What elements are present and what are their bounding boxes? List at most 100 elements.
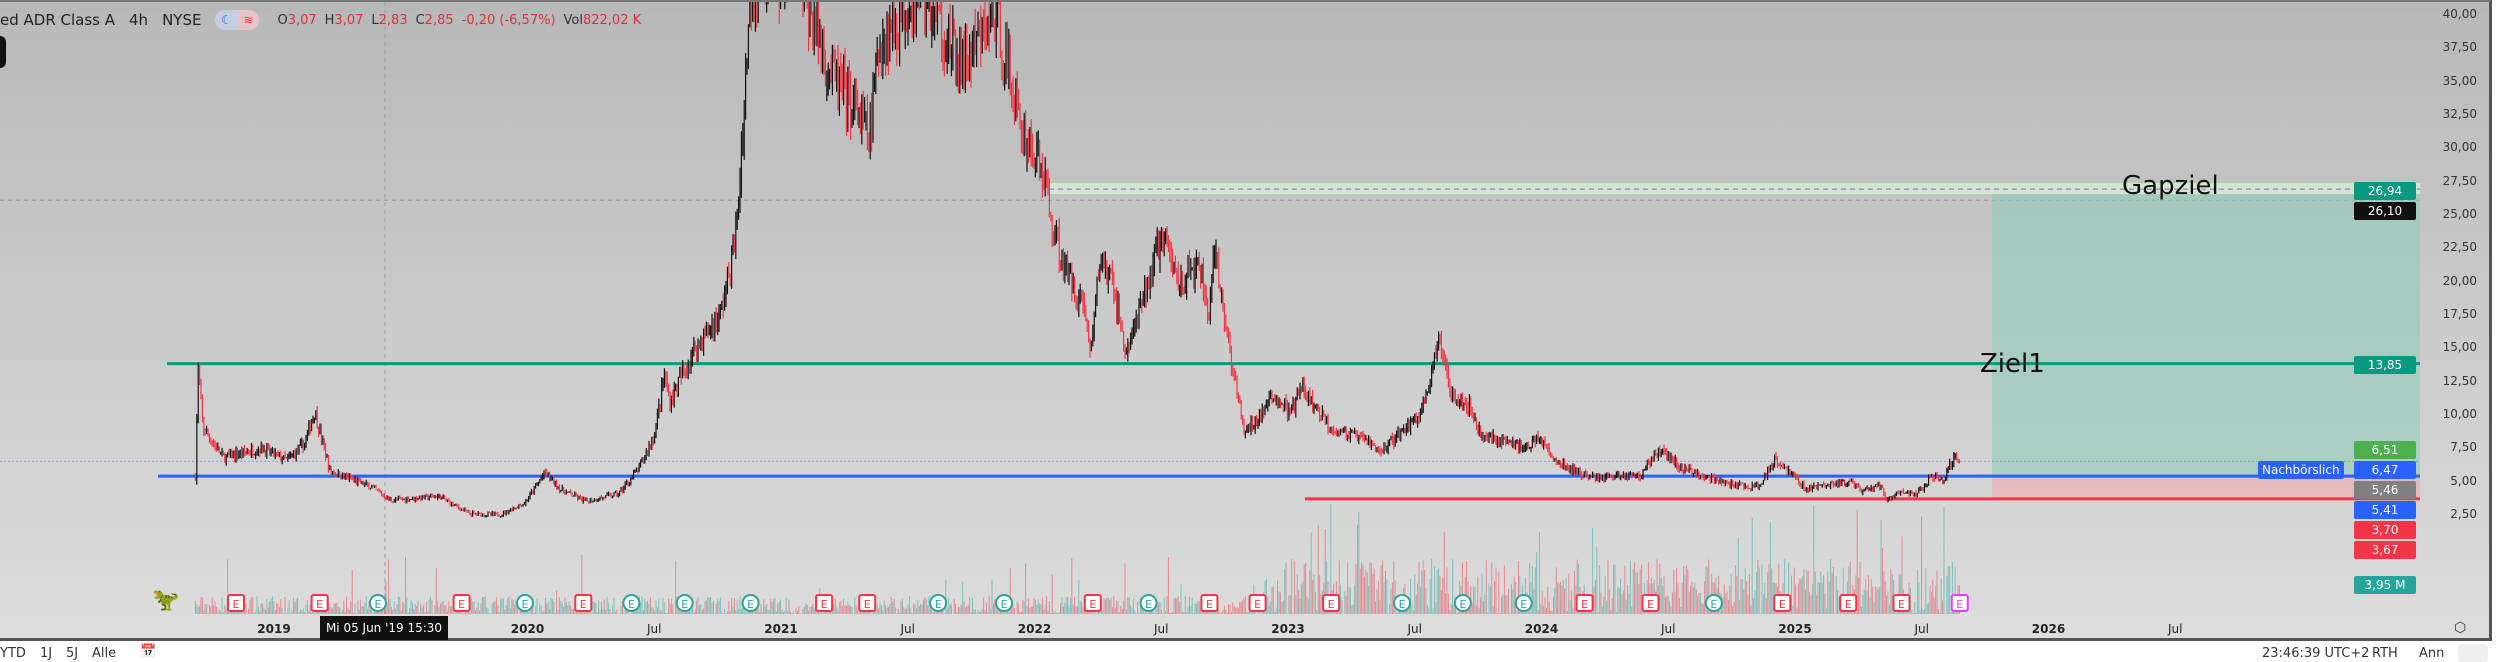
range-alle[interactable]: Alle xyxy=(92,646,117,661)
crosshair-date-label: Mi 05 Jun '19 15:30 xyxy=(320,616,448,640)
high-value: 3,07 xyxy=(334,12,364,28)
earnings-label: E xyxy=(864,598,871,611)
ohlc-low: L2,83 xyxy=(371,13,407,28)
earnings-marker[interactable]: E xyxy=(1248,594,1267,612)
range-1j[interactable]: 1J xyxy=(40,646,53,661)
earnings-label: E xyxy=(1399,598,1406,611)
volume-value: 822,02 K xyxy=(582,12,642,28)
settings-gear-icon[interactable]: ⬡ xyxy=(2454,620,2467,636)
earnings-marker[interactable]: E xyxy=(1575,594,1594,612)
time-tick: 2023 xyxy=(1271,622,1305,636)
earnings-marker[interactable]: E xyxy=(858,594,877,612)
earnings-label: E xyxy=(1710,598,1717,611)
earnings-label: E xyxy=(821,598,828,611)
earnings-label: E xyxy=(681,598,688,611)
time-tick: Jul xyxy=(1914,622,1929,636)
earnings-label: E xyxy=(1145,598,1152,611)
earnings-label: E xyxy=(1779,598,1786,611)
volume-label: Vol xyxy=(563,12,583,28)
clock[interactable]: 23:46:39 UTC+2 xyxy=(2262,646,2370,661)
moon-icon[interactable]: ☾ xyxy=(215,10,238,30)
price-tick: 35,00 xyxy=(2442,73,2477,88)
expand-button[interactable] xyxy=(2458,644,2488,662)
earnings-marker[interactable]: E xyxy=(1892,594,1911,612)
ohlc-high: H3,07 xyxy=(325,13,364,28)
calendar-icon[interactable]: 📅 xyxy=(140,644,157,659)
earnings-label: E xyxy=(521,598,528,611)
time-tick: 2026 xyxy=(2031,622,2066,636)
earnings-label: E xyxy=(1647,598,1654,611)
ohlc-close: C2,85 xyxy=(416,13,454,28)
adjust-button[interactable]: Ann xyxy=(2419,646,2445,661)
earnings-label: E xyxy=(1520,598,1527,611)
earnings-marker[interactable]: E xyxy=(1950,594,1969,612)
earnings-marker[interactable]: E xyxy=(368,594,387,612)
earnings-marker[interactable]: E xyxy=(1773,594,1792,612)
price-tag: 6,47 xyxy=(2354,461,2416,479)
chart-pane[interactable]: E E E E E E E E E E E E E E E E E E E E E E E E E E E E ed ADR Clas… xyxy=(0,0,2492,641)
range-5j[interactable]: 5J xyxy=(66,646,79,661)
earnings-marker[interactable]: E xyxy=(1083,594,1102,612)
dino-logo: 🦖 xyxy=(152,588,180,613)
price-tick: 2,50 xyxy=(2450,506,2477,521)
earnings-marker[interactable]: E xyxy=(226,594,245,612)
earnings-marker[interactable]: E xyxy=(1839,594,1858,612)
price-tick: 10,00 xyxy=(2442,406,2477,421)
earnings-marker[interactable]: E xyxy=(995,594,1014,612)
close-label: C xyxy=(415,12,425,28)
earnings-marker[interactable]: E xyxy=(515,594,534,612)
earnings-marker[interactable]: E xyxy=(1139,594,1158,612)
earnings-marker[interactable]: E xyxy=(574,594,593,612)
ziel1-label[interactable]: Ziel1 xyxy=(1980,348,2045,379)
earnings-marker[interactable]: E xyxy=(622,594,641,612)
earnings-marker[interactable]: E xyxy=(815,594,834,612)
earnings-label: E xyxy=(1581,598,1588,611)
range-ytd[interactable]: YTD xyxy=(0,646,26,661)
earnings-label: E xyxy=(1459,598,1466,611)
earnings-marker[interactable]: E xyxy=(741,594,760,612)
time-tick: Jul xyxy=(647,622,662,636)
after-hours-label: Nachbörslich xyxy=(2258,461,2344,479)
earnings-marker[interactable]: E xyxy=(452,594,471,612)
earnings-marker[interactable]: E xyxy=(1200,594,1219,612)
earnings-marker[interactable]: E xyxy=(1393,594,1412,612)
session-toggle[interactable]: ☾ ≋ xyxy=(215,10,260,30)
price-tag: 13,85 xyxy=(2354,356,2416,374)
ohlc-open: O3,07 xyxy=(277,13,316,28)
stop-zone xyxy=(1992,476,2420,499)
interval[interactable]: 4h xyxy=(129,11,149,29)
price-tick: 12,50 xyxy=(2442,373,2477,388)
earnings-marker[interactable]: E xyxy=(1704,594,1723,612)
symbol-name[interactable]: ed ADR Class A xyxy=(0,11,116,29)
earnings-marker[interactable]: E xyxy=(929,594,948,612)
close-value: 2,85 xyxy=(424,12,454,28)
earnings-marker[interactable]: E xyxy=(1514,594,1533,612)
earnings-marker[interactable]: E xyxy=(675,594,694,612)
earnings-label: E xyxy=(316,598,323,611)
price-tick: 32,50 xyxy=(2442,106,2477,121)
price-tag: 6,51 xyxy=(2354,441,2416,459)
earnings-label: E xyxy=(232,598,239,611)
price-tick: 30,00 xyxy=(2442,140,2477,155)
price-tag: 3,95 M xyxy=(2354,576,2416,594)
price-tag: 3,67 xyxy=(2354,541,2416,559)
time-tick: Jul xyxy=(1661,622,1676,636)
price-tick: 7,50 xyxy=(2450,440,2477,455)
price-tick: 27,50 xyxy=(2442,173,2477,188)
side-toggle-button[interactable] xyxy=(0,36,6,68)
session-rth[interactable]: RTH xyxy=(2372,646,2398,661)
price-tag: 26,10 xyxy=(2354,202,2416,220)
low-label: L xyxy=(371,12,379,28)
earnings-marker[interactable]: E xyxy=(1453,594,1472,612)
profit-zone xyxy=(1992,189,2420,477)
earnings-marker[interactable]: E xyxy=(1322,594,1341,612)
earnings-label: E xyxy=(374,598,381,611)
earnings-marker[interactable]: E xyxy=(1641,594,1660,612)
price-tick: 17,50 xyxy=(2442,306,2477,321)
pause-icon[interactable]: ≋ xyxy=(237,10,260,30)
volume-readout: Vol822,02 K xyxy=(564,13,642,28)
earnings-marker[interactable]: E xyxy=(310,594,329,612)
earnings-label: E xyxy=(580,598,587,611)
gapziel-label[interactable]: Gapziel xyxy=(2122,171,2219,202)
